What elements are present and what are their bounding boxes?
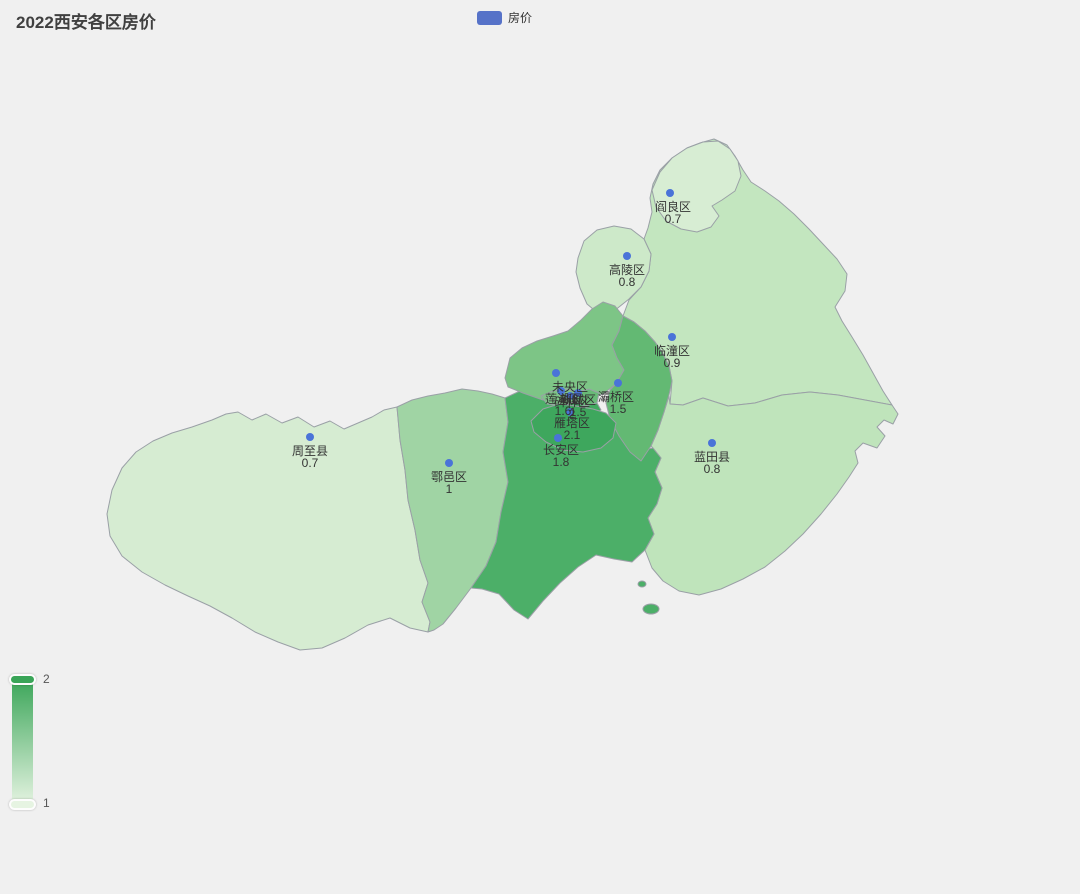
district-labels: 周至县 0.7 鄠邑区 1 阎良区 0.7 高陵区 0.8 临潼区 0.9 灞桥…: [292, 199, 730, 496]
label-lantian-value: 0.8: [704, 462, 721, 476]
marker-yanliang[interactable]: [666, 189, 674, 197]
label-gaoling-name: 高陵区: [609, 262, 645, 277]
district-gaoling[interactable]: [575, 225, 652, 315]
marker-changan[interactable]: [554, 434, 562, 442]
district-zhouzhi[interactable]: [106, 406, 431, 651]
visualmap-bar[interactable]: [12, 678, 33, 806]
marker-gaoling[interactable]: [623, 252, 631, 260]
label-yanta-name: 雁塔区: [554, 416, 590, 430]
chart-title: 2022西安各区房价: [16, 13, 156, 32]
legend-label: 房价: [508, 11, 533, 25]
label-lintong-value: 0.9: [664, 356, 681, 370]
visualmap-handle-max[interactable]: [9, 674, 36, 685]
district-lantian[interactable]: [644, 391, 899, 596]
label-weiyang-value: 1.6: [562, 392, 579, 406]
label-beilin-value: 2: [569, 407, 576, 421]
marker-lianhu[interactable]: [557, 387, 565, 395]
label-zhouzhi-name: 周至县: [292, 444, 328, 458]
district-yanta[interactable]: [530, 403, 617, 453]
marker-zhouzhi[interactable]: [306, 433, 314, 441]
label-lintong-name: 临潼区: [654, 343, 690, 358]
marker-beilin[interactable]: [566, 392, 574, 400]
visualmap-min-label: 1: [43, 796, 50, 810]
label-lantian-name: 蓝田县: [694, 450, 730, 464]
label-yanliang-value: 0.7: [665, 212, 682, 226]
label-baqiao-name: 灞桥区: [598, 390, 634, 404]
visualmap-handle-min[interactable]: [9, 799, 36, 810]
label-gaoling-value: 0.8: [619, 275, 636, 289]
marker-lantian[interactable]: [708, 439, 716, 447]
label-yanta-value: 2.1: [564, 428, 581, 442]
label-zhouzhi-value: 0.7: [302, 456, 319, 470]
district-changan-islet[interactable]: [637, 580, 647, 588]
label-huyi-value: 1: [446, 482, 453, 496]
label-changan-name: 长安区: [543, 442, 579, 457]
label-baqiao-value: 1.5: [610, 402, 627, 416]
marker-yanta[interactable]: [566, 408, 574, 416]
label-yanliang-name: 阎良区: [655, 199, 691, 214]
marker-huyi[interactable]: [445, 459, 453, 467]
legend-item-price[interactable]: 房价: [477, 9, 532, 26]
legend-swatch-icon: [477, 10, 502, 25]
price-markers: [306, 189, 716, 467]
label-changan-value: 1.8: [553, 455, 570, 469]
label-huyi-name: 鄠邑区: [431, 470, 467, 484]
label-xincheng-value: 1.5: [570, 405, 587, 419]
marker-lintong[interactable]: [668, 333, 676, 341]
district-yanliang[interactable]: [651, 140, 742, 233]
label-weiyang-name: 未央区: [552, 380, 588, 394]
label-xincheng-name: 新城区: [560, 392, 596, 407]
marker-weiyang[interactable]: [552, 369, 560, 377]
marker-baqiao[interactable]: [614, 379, 622, 387]
visualmap-gradient: 2 1: [9, 672, 80, 822]
district-baqiao[interactable]: [605, 315, 673, 462]
visualmap-max-label: 2: [43, 672, 50, 686]
marker-xincheng[interactable]: [574, 389, 582, 397]
label-lianhu-name: 莲湖区: [545, 391, 581, 406]
district-changan-island[interactable]: [642, 603, 660, 615]
label-lianhu-value: 1.6: [555, 404, 572, 418]
label-beilin-name: 碑林区: [554, 394, 590, 409]
